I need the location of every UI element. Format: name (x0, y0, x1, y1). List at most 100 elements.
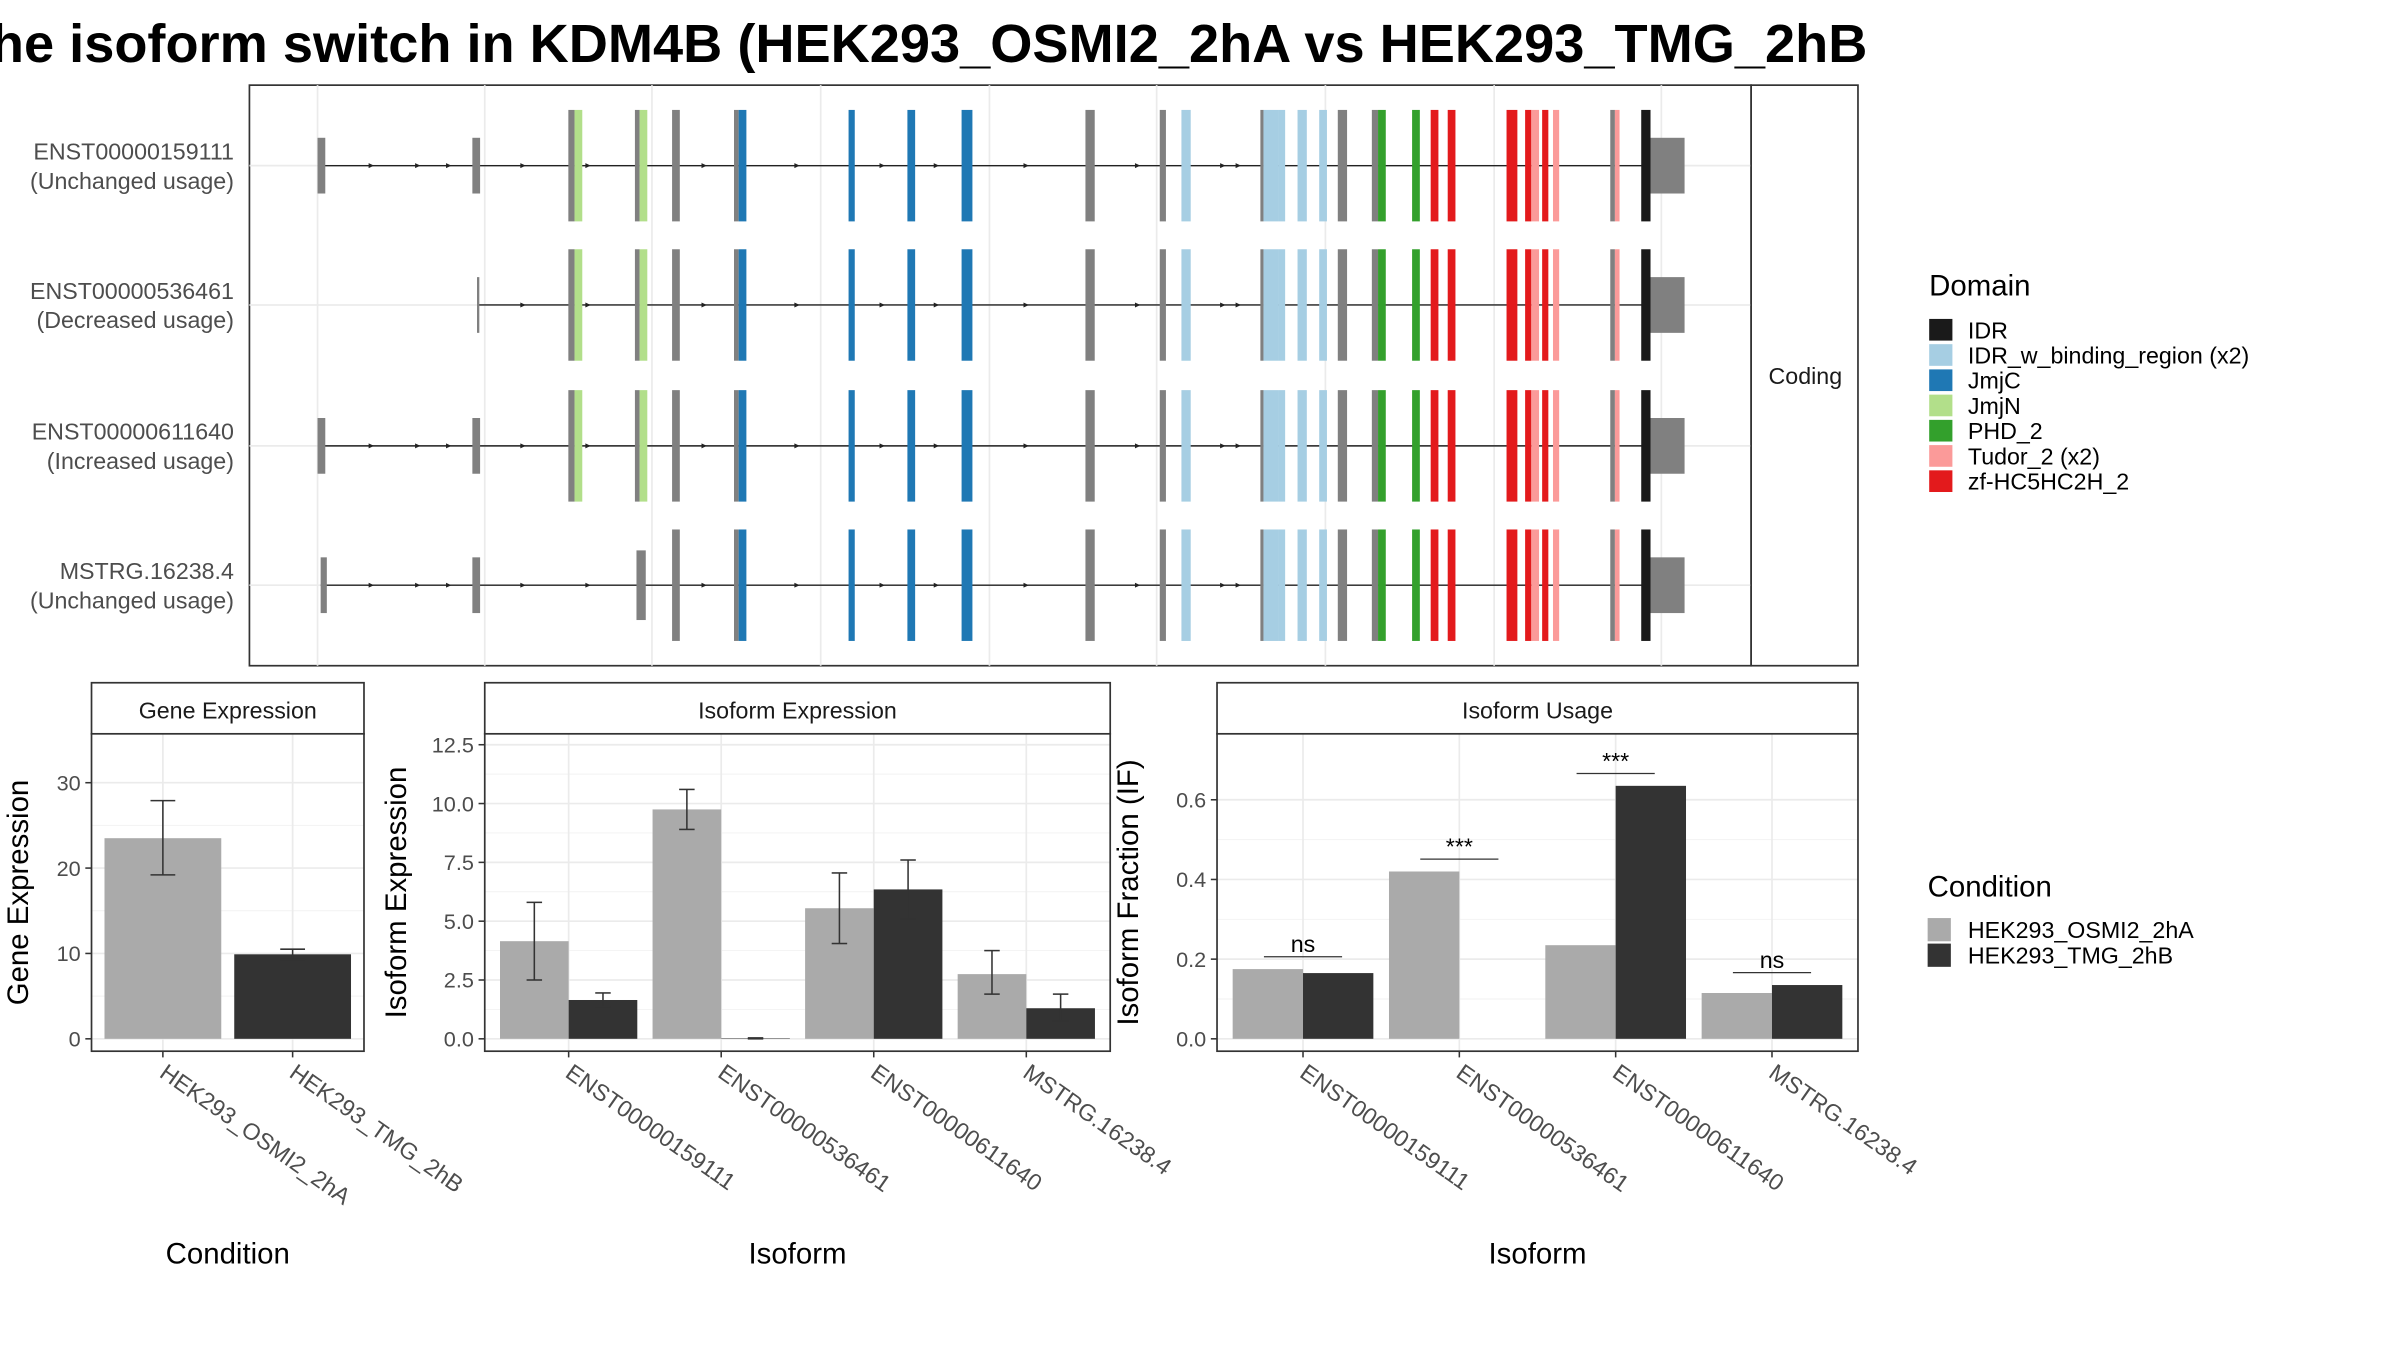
isoform-label: MSTRG.16238.4 (60, 558, 234, 584)
bar (1772, 985, 1842, 1039)
chart-title: Gene Expression (139, 697, 317, 723)
y-tick-label: 0.6 (1176, 788, 1206, 813)
significance-label: ns (1291, 931, 1316, 957)
coding-exon (1160, 110, 1166, 221)
domain-exon (739, 390, 747, 501)
coding-exon (1338, 529, 1347, 640)
domain-exon (1448, 249, 1456, 360)
condition-legend-item: HEK293_TMG_2hB (1968, 943, 2173, 969)
coding-exon (1610, 110, 1615, 221)
bar-hek293-tmg-2hb (234, 954, 351, 1039)
significance-label: *** (1602, 748, 1629, 774)
coding-exon (1338, 110, 1347, 221)
domain-exon (1263, 249, 1278, 360)
legend-swatch-tudor-2-x2- (1929, 445, 1952, 467)
utr-exon (472, 557, 480, 613)
coding-exon (1372, 390, 1378, 501)
domain-exon (1431, 529, 1439, 640)
utr-exon (477, 277, 479, 333)
domain-exon (1448, 529, 1456, 640)
utr-exon (1651, 418, 1685, 474)
y-tick-label: 5.0 (444, 909, 474, 934)
domain-legend-item: JmjN (1968, 393, 2021, 419)
legend-swatch-jmjn (1929, 395, 1952, 417)
domain-exon (575, 110, 583, 221)
coding-strip-label: Coding (1769, 363, 1843, 389)
coding-exon (1260, 110, 1263, 221)
utr-exon (472, 418, 480, 474)
domain-exon (1615, 390, 1620, 501)
domain-exon (1279, 110, 1285, 221)
coding-exon (734, 390, 739, 501)
domain-exon (1448, 110, 1456, 221)
bar (1616, 786, 1686, 1039)
domain-exon (575, 249, 583, 360)
bar (1303, 973, 1373, 1039)
domain-exon (1378, 110, 1386, 221)
domain-legend-item: PHD_2 (1968, 418, 2043, 444)
domain-exon (1507, 249, 1518, 360)
utr-exon (321, 557, 327, 613)
legend-swatch-phd-2 (1929, 420, 1952, 442)
coding-exon (1085, 110, 1094, 221)
domain-exon (1412, 249, 1420, 360)
x-axis-label: Isoform (748, 1237, 846, 1270)
bar (1389, 871, 1459, 1038)
coding-exon (1260, 529, 1263, 640)
domain-exon (1525, 390, 1531, 501)
coding-exon (635, 249, 640, 360)
domain-exon (640, 110, 648, 221)
y-tick-label: 20 (57, 856, 81, 881)
significance-label: *** (1446, 833, 1473, 859)
y-axis-label: Gene Expression (2, 780, 35, 1006)
coding-exon (672, 110, 680, 221)
y-axis-label: Isoform Fraction (IF) (1112, 759, 1145, 1025)
domain-exon (575, 390, 583, 501)
domain-legend-item: Tudor_2 (x2) (1968, 443, 2100, 469)
domain-legend-item: JmjC (1968, 368, 2021, 394)
domain-exon (1298, 390, 1307, 501)
y-tick-label: 10 (57, 941, 81, 966)
domain-exon (1542, 390, 1548, 501)
domain-exon (739, 529, 747, 640)
y-tick-label: 0 (69, 1027, 81, 1052)
coding-exon (1160, 390, 1166, 501)
isoform-usage-label: (Unchanged usage) (30, 587, 234, 613)
x-axis-label: Isoform (1488, 1237, 1586, 1270)
coding-exon (1610, 390, 1615, 501)
coding-exon (1085, 529, 1094, 640)
coding-exon (1610, 249, 1615, 360)
coding-exon (1372, 110, 1378, 221)
figure-title: he isoform switch in KDM4B (HEK293_OSMI2… (0, 14, 1867, 74)
domain-exon (1319, 390, 1327, 501)
y-tick-label: 0.4 (1176, 867, 1206, 892)
legend-swatch-hek293-tmg-2hb (1928, 944, 1951, 967)
domain-exon (1525, 249, 1531, 360)
domain-exon (1431, 249, 1439, 360)
coding-exon (1260, 249, 1263, 360)
domain-exon (1181, 110, 1190, 221)
domain-exon (1531, 529, 1539, 640)
domain-exon (1553, 110, 1559, 221)
domain-exon (739, 249, 747, 360)
coding-exon (1338, 249, 1347, 360)
isoform-usage-label: (Decreased usage) (36, 307, 233, 333)
domain-exon (1263, 529, 1278, 640)
domain-exon (849, 249, 855, 360)
condition-legend-title: Condition (1928, 870, 2052, 903)
domain-exon (907, 249, 915, 360)
isoform-usage-label: (Unchanged usage) (30, 168, 234, 194)
legend-swatch-jmjc (1929, 369, 1952, 391)
domain-exon (1378, 249, 1386, 360)
domain-legend-item: zf-HC5HC2H_2 (1968, 469, 2129, 495)
domain-exon (1412, 110, 1420, 221)
coding-exon (1338, 390, 1347, 501)
x-tick-label: ENST00000159111 (1295, 1059, 1474, 1195)
domain-exon (1525, 529, 1531, 640)
utr-exon (636, 550, 645, 620)
domain-exon (1615, 110, 1620, 221)
domain-exon (1298, 249, 1307, 360)
domain-exon (1412, 529, 1420, 640)
